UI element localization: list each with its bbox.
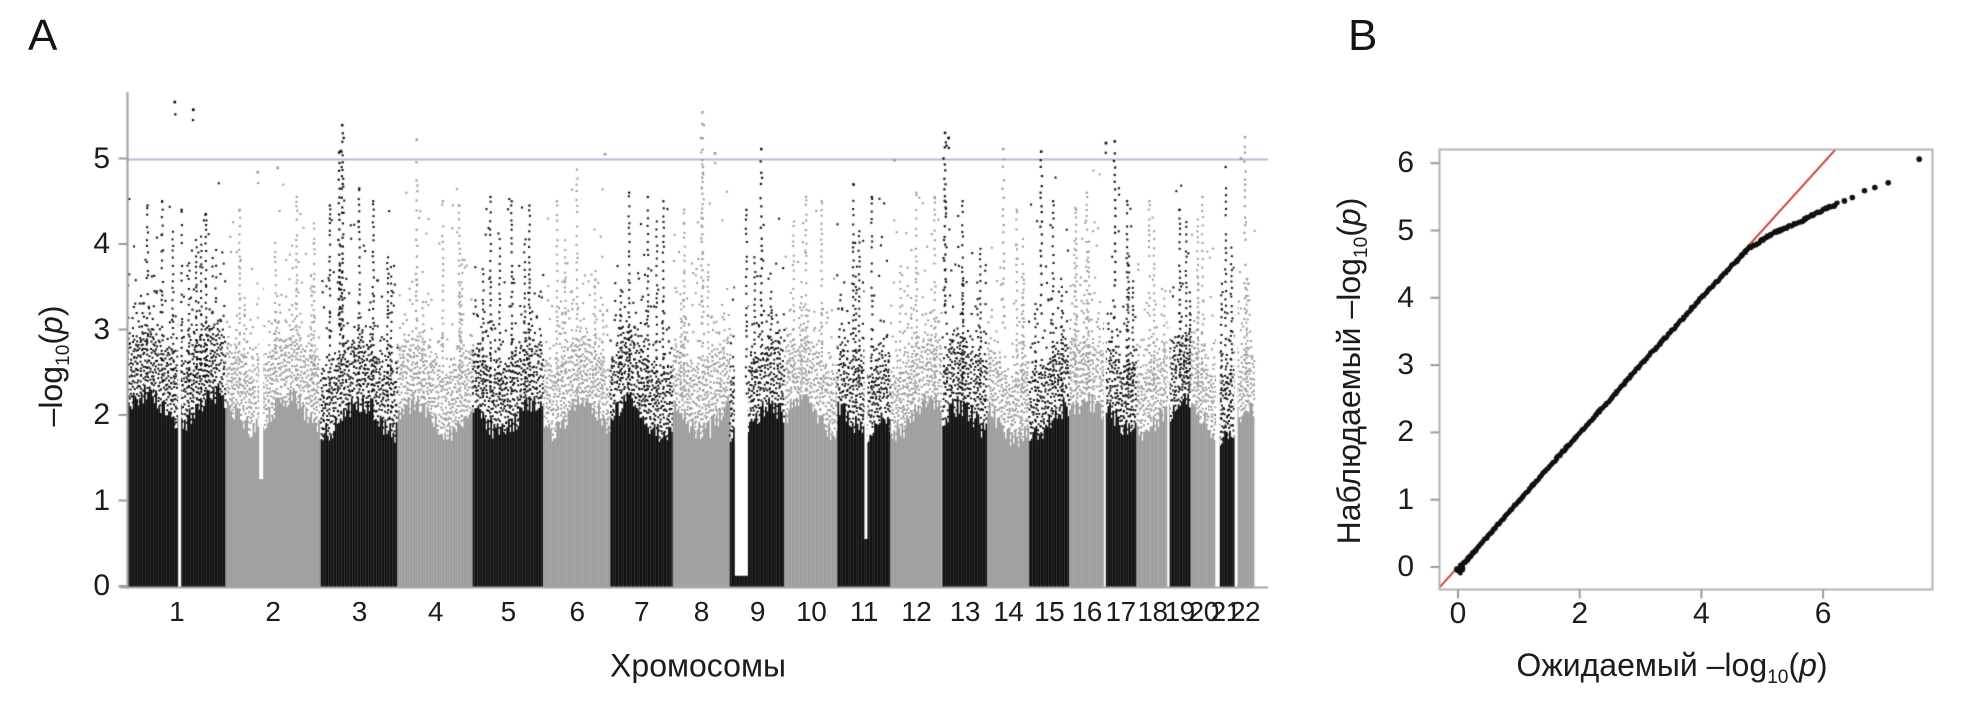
- chromosome-label: 8: [693, 596, 710, 627]
- chromosome-label: 3: [351, 596, 368, 627]
- chromosome-label: 11: [849, 596, 879, 627]
- panel-b-y-tick-label: 3: [1397, 348, 1414, 382]
- chromosome-label: 12: [901, 596, 932, 627]
- panel-b-y-tick-label: 6: [1397, 146, 1414, 180]
- chromosome-label: 19: [1164, 596, 1196, 627]
- panel-a-y-tick-label: 2: [93, 398, 110, 431]
- chromosome-label: 13: [949, 596, 981, 627]
- panel-b-y-tick-label: 1: [1397, 482, 1414, 516]
- y-title-text: Наблюдаемый –log: [1330, 258, 1367, 545]
- y-title-variable: p: [1330, 208, 1367, 227]
- panel-a-y-tick-label: 1: [93, 483, 110, 517]
- panel-b-y-tick-label: 4: [1397, 280, 1414, 314]
- chromosome-label: 14: [993, 596, 1024, 627]
- chromosome-label: 17: [1105, 596, 1137, 627]
- panel-b-y-tick-label: 0: [1397, 550, 1414, 583]
- chromosome-label: 20: [1188, 596, 1220, 627]
- y-title-paren-open: (: [1330, 226, 1367, 237]
- panel-a-y-tick-label: 0: [93, 569, 110, 602]
- panel-b-x-tick-label: 0: [1449, 597, 1467, 630]
- chromosome-label: 5: [500, 596, 517, 627]
- chromosome-label: 16: [1071, 596, 1103, 627]
- chromosome-label: 10: [796, 596, 827, 627]
- chromosome-label: 6: [569, 596, 585, 627]
- chromosome-label: 21: [1210, 596, 1242, 627]
- chromosome-label: 15: [1034, 596, 1065, 627]
- panel-b-label: B: [1348, 11, 1378, 60]
- panel-b-y-tick-label: 5: [1397, 213, 1414, 247]
- x-title-subscript: 10: [1767, 667, 1789, 689]
- chromosome-label: 18: [1137, 596, 1168, 627]
- panel-a-y-tick-label: 4: [93, 227, 110, 260]
- chromosome-label: 2: [265, 596, 281, 627]
- chromosome-label: 1: [169, 596, 185, 627]
- x-title-variable: p: [1799, 646, 1817, 683]
- panel-b-x-tick-label: 2: [1571, 597, 1589, 630]
- chromosome-label: 7: [634, 596, 650, 627]
- panel-b-x-tick-label: 4: [1693, 597, 1710, 630]
- panel-a-x-axis-title: Хромосомы: [610, 647, 786, 684]
- chromosome-label: 22: [1229, 596, 1261, 627]
- chromosome-label: 9: [749, 596, 766, 627]
- y-title-subscript: 10: [53, 344, 75, 366]
- x-title-text: Ожидаемый –log: [1516, 646, 1768, 683]
- panel-b-x-tick-label: 6: [1814, 597, 1832, 630]
- panel-b-x-axis-title: Ожидаемый –log10(p): [1516, 647, 1827, 689]
- x-title-paren-close: ): [1816, 646, 1828, 683]
- panel-a-y-tick-label: 5: [93, 141, 110, 175]
- x-title-paren-open: (: [1788, 646, 1800, 683]
- panel-a-y-tick-label: 3: [93, 312, 110, 346]
- chromosome-label: 4: [427, 596, 444, 627]
- panel-a-label: A: [28, 11, 58, 60]
- y-title-paren-close: ): [1330, 197, 1367, 209]
- panel-b-y-tick-label: 2: [1397, 415, 1414, 449]
